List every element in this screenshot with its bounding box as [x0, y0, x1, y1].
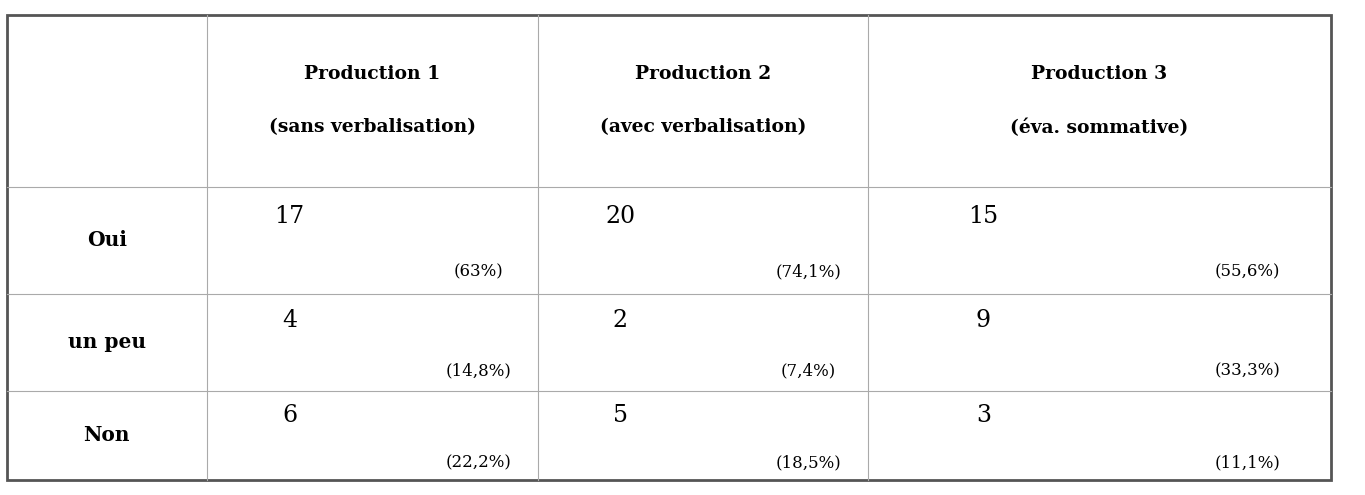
Text: Production 2: Production 2 — [635, 65, 771, 83]
Text: (14,8%): (14,8%) — [445, 363, 512, 380]
Text: 9: 9 — [976, 309, 991, 332]
Text: (avec verbalisation): (avec verbalisation) — [599, 118, 805, 137]
Text: Production 1: Production 1 — [304, 65, 441, 83]
Text: Non: Non — [83, 426, 130, 446]
Text: 6: 6 — [283, 404, 298, 427]
Text: (7,4%): (7,4%) — [781, 363, 835, 380]
Text: un peu: un peu — [68, 332, 146, 352]
Text: Oui: Oui — [87, 230, 127, 250]
Text: 5: 5 — [613, 404, 628, 427]
Text: (33,3%): (33,3%) — [1215, 363, 1280, 380]
Text: (sans verbalisation): (sans verbalisation) — [269, 118, 476, 137]
Text: (11,1%): (11,1%) — [1215, 454, 1280, 471]
Text: (éva. sommative): (éva. sommative) — [1010, 118, 1189, 137]
Text: (18,5%): (18,5%) — [775, 454, 841, 471]
Text: 17: 17 — [274, 205, 304, 228]
Text: 15: 15 — [968, 205, 999, 228]
Text: (74,1%): (74,1%) — [775, 264, 841, 281]
Text: 2: 2 — [613, 309, 628, 332]
Text: (55,6%): (55,6%) — [1215, 264, 1280, 281]
Text: (63%): (63%) — [453, 264, 504, 281]
Text: Production 3: Production 3 — [1032, 65, 1167, 83]
Text: 3: 3 — [976, 404, 991, 427]
Text: 20: 20 — [605, 205, 635, 228]
Text: 4: 4 — [283, 309, 298, 332]
Text: (22,2%): (22,2%) — [445, 454, 512, 471]
